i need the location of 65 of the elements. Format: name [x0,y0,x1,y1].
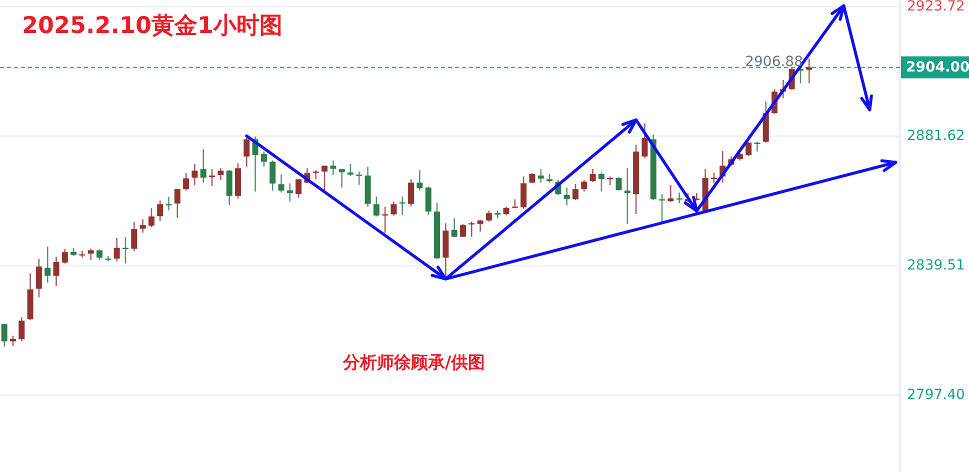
candlestick [806,58,812,84]
candlestick [416,169,423,192]
candlestick [218,168,224,181]
candlestick [642,122,648,159]
candlestick [477,219,484,232]
y-tick-label: 2797.40 [907,387,965,404]
candlestick [10,335,16,347]
candlestick [140,218,146,234]
candlestick [668,184,674,203]
candlestick [408,178,414,208]
candlestick [18,316,25,342]
candlestick [148,208,154,228]
candlestick [192,163,198,186]
candlestick [312,169,319,180]
candlestick [616,176,622,192]
candlestick [278,174,284,194]
annotation: 分析师徐顾承/供图 [342,353,486,373]
candlestick [356,170,362,186]
candlestick [624,168,630,225]
candlestick [581,179,588,192]
candlestick [131,221,138,252]
candlestick [322,165,328,191]
candlestick [166,196,172,211]
candlestick [451,218,458,238]
candlestick [746,141,752,157]
candlestick [200,148,206,184]
candlestick [590,168,596,183]
candlestick [754,141,760,152]
candlestick [44,246,51,284]
candlestick [1,323,8,348]
candlestick [270,160,276,192]
candlestick [598,172,604,192]
candlestick [209,168,216,187]
candlestick [538,168,544,184]
candlestick [157,200,164,222]
candlestick [330,160,336,176]
candlestick [53,256,60,287]
candlestick [296,178,302,198]
candlestick [373,196,380,218]
candlestick [62,248,68,264]
candlestick [564,186,570,206]
ref-line-label: 2904.00 [906,59,969,76]
candlestick [114,237,120,262]
candlestick [460,223,466,238]
candlestick [529,172,536,184]
candlestick [36,258,42,298]
candlestick [96,248,103,260]
candlestick [710,172,717,184]
candlestick [286,182,293,202]
candlestick [260,150,267,168]
candlestick [520,176,527,210]
candlestick [572,183,578,201]
y-tick-label: 2923.72 [907,0,965,15]
y-tick-label: 2839.51 [907,258,965,274]
candlestick [486,210,492,222]
y-tick-label: 2881.62 [907,128,965,144]
candlestick [338,168,345,188]
annotation: 2906.88 [745,54,803,70]
candlestick [468,221,475,238]
candlestick [425,186,432,216]
candlestick [183,172,190,192]
candlestick [347,163,354,177]
text: 2025.2.10黄金1小时图 [22,13,283,39]
candlestick [390,201,397,216]
candlestick [174,188,180,218]
